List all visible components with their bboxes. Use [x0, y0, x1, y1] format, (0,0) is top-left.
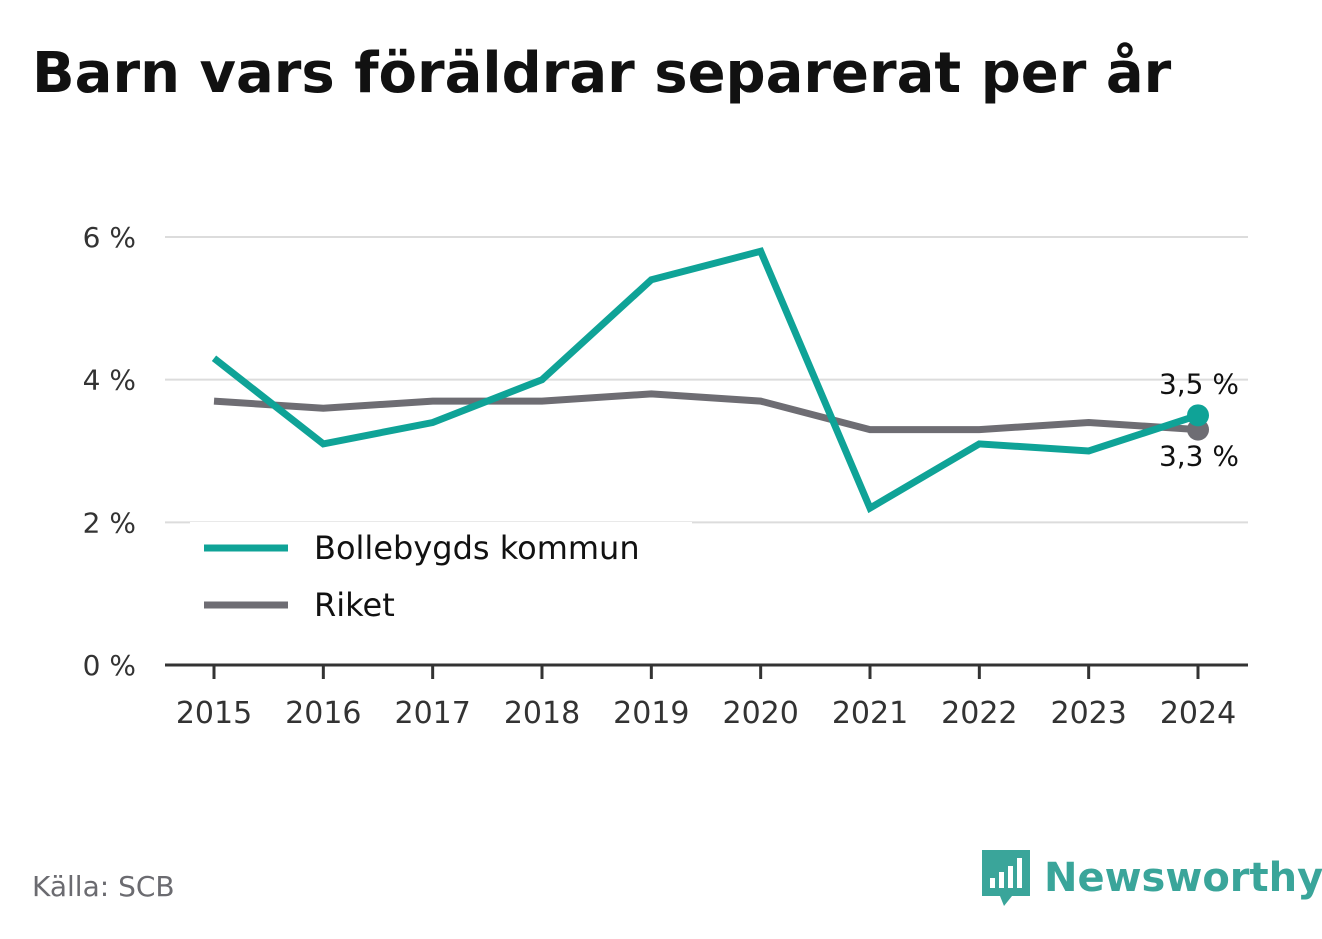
legend: Bollebygds kommun Riket [190, 522, 692, 630]
x-axis: 2015 2016 2017 2018 2019 2020 2021 2022 2023 2024 [165, 663, 1248, 731]
x-tick-label: 2017 [394, 696, 470, 731]
y-tick-label: 0 % [83, 649, 136, 682]
x-tick-label: 2022 [941, 696, 1017, 731]
end-labels: 3,5 % 3,3 % [1159, 367, 1239, 472]
series-end-point [1187, 404, 1209, 427]
y-axis-tick-labels: 0 % 2 % 4 % 6 % [83, 221, 136, 682]
x-tick-label: 2023 [1050, 696, 1126, 731]
series-lines [211, 247, 1209, 514]
x-tick-label: 2019 [613, 696, 689, 731]
brand-logo: Newsworthy [980, 848, 1322, 908]
x-tick-label: 2018 [504, 696, 580, 731]
legend-background [190, 522, 692, 630]
end-label-riket: 3,3 % [1159, 440, 1239, 473]
brand-name: Newsworthy [1044, 855, 1322, 901]
bar-chart-speech-bubble-icon [982, 850, 1030, 906]
gridlines [165, 236, 1248, 524]
x-tick-label: 2015 [176, 696, 252, 731]
x-tick-label: 2016 [285, 696, 361, 731]
series-line-riket [213, 390, 1199, 434]
legend-label: Riket [314, 586, 395, 624]
y-tick-label: 6 % [83, 221, 136, 254]
x-tick-label: 2021 [832, 696, 908, 731]
chart-title: Barn vars föräldrar separerat per år [32, 41, 1172, 106]
end-label-bollebygds-kommun: 3,5 % [1159, 367, 1239, 400]
y-tick-label: 4 % [83, 364, 136, 397]
legend-label: Bollebygds kommun [314, 529, 640, 567]
x-tick-label: 2024 [1160, 696, 1236, 731]
x-tick-label: 2020 [722, 696, 798, 731]
series-line-bollebygds-kommun [211, 247, 1200, 514]
source-note: Källa: SCB [32, 870, 175, 903]
y-tick-label: 2 % [83, 506, 136, 539]
